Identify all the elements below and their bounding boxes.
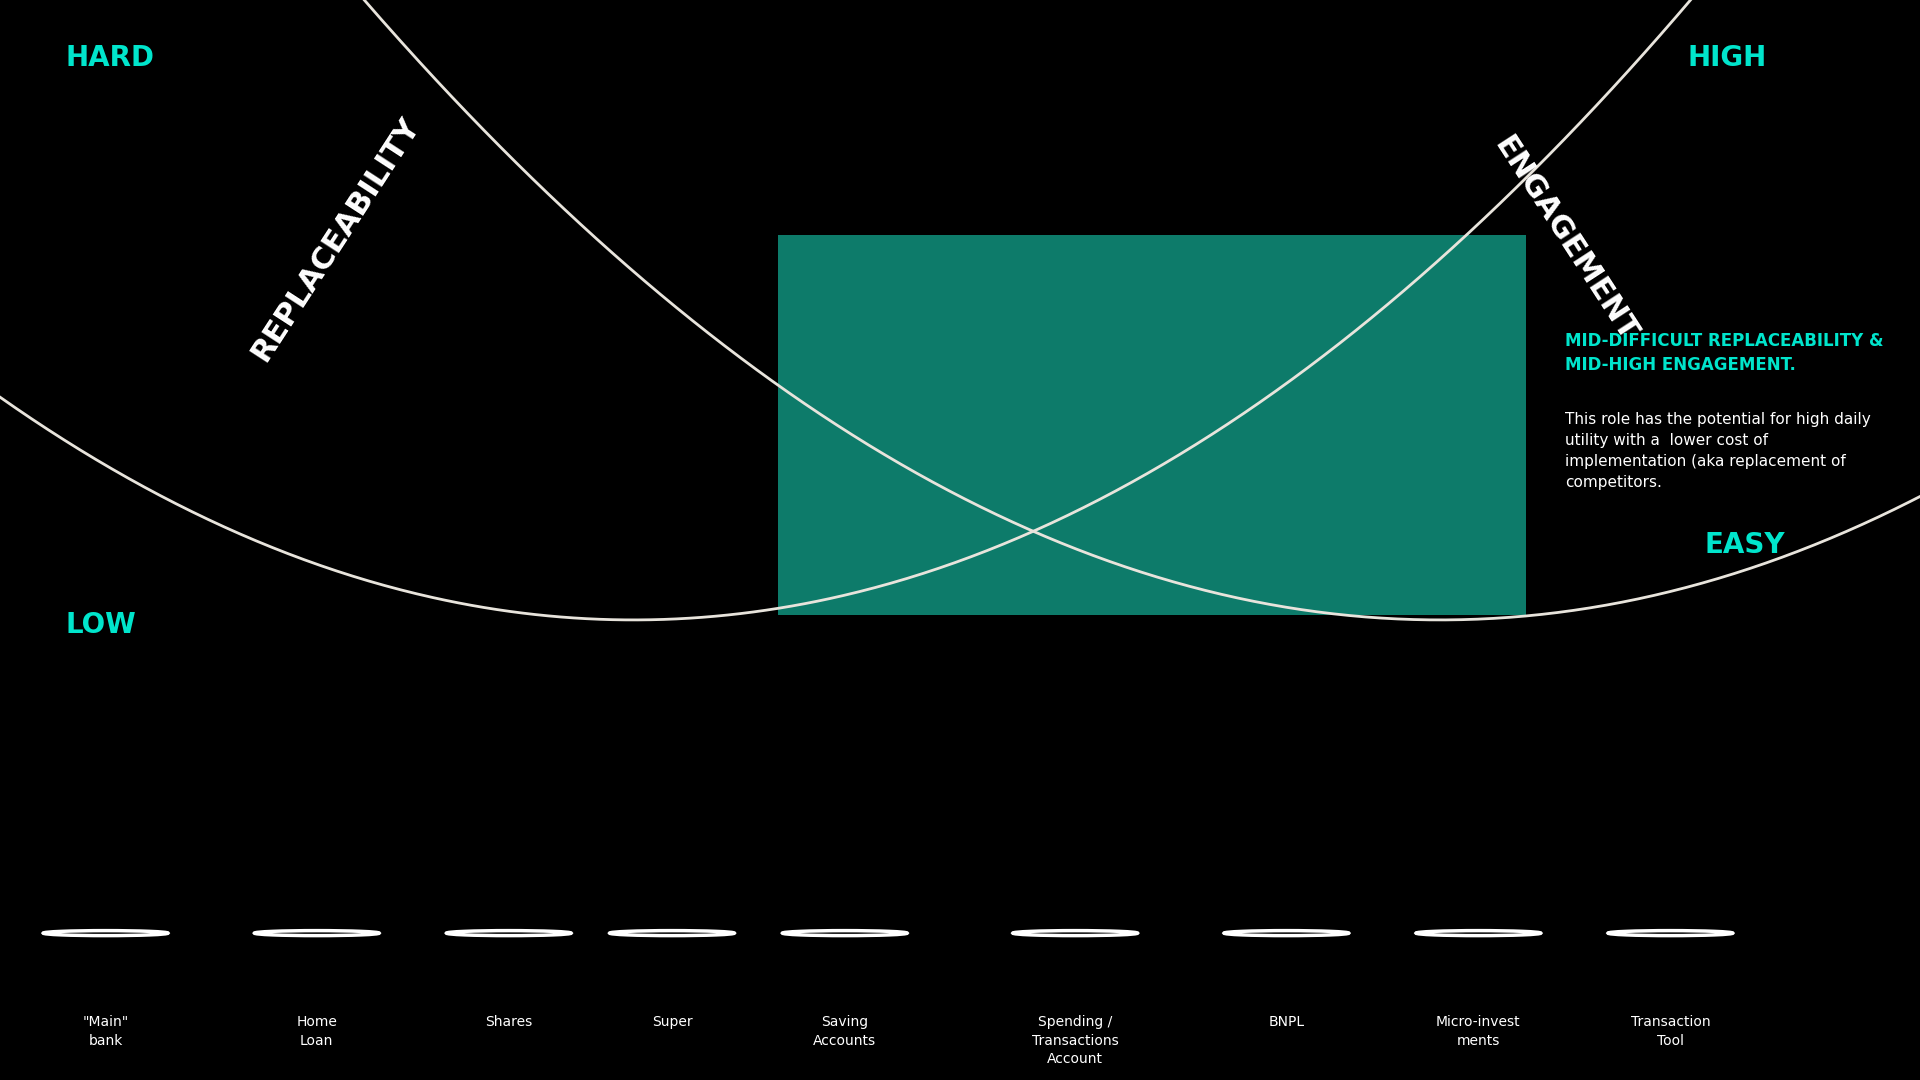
Text: MID-DIFFICULT REPLACEABILITY &
MID-HIGH ENGAGEMENT.: MID-DIFFICULT REPLACEABILITY & MID-HIGH … bbox=[1565, 333, 1884, 374]
Text: Home
Loan: Home Loan bbox=[296, 1015, 338, 1048]
Ellipse shape bbox=[1417, 931, 1542, 935]
Text: EASY: EASY bbox=[1705, 530, 1786, 558]
Ellipse shape bbox=[1225, 931, 1350, 935]
Text: HIGH: HIGH bbox=[1688, 44, 1766, 72]
Text: BNPL: BNPL bbox=[1269, 1015, 1304, 1029]
Text: Super: Super bbox=[651, 1015, 693, 1029]
Ellipse shape bbox=[1609, 931, 1734, 935]
Text: "Main"
bank: "Main" bank bbox=[83, 1015, 129, 1048]
Text: Transaction
Tool: Transaction Tool bbox=[1630, 1015, 1711, 1048]
Ellipse shape bbox=[253, 931, 380, 935]
Text: Shares: Shares bbox=[486, 1015, 532, 1029]
Text: HARD: HARD bbox=[65, 44, 154, 72]
Text: Micro-invest
ments: Micro-invest ments bbox=[1436, 1015, 1521, 1048]
Text: Saving
Accounts: Saving Accounts bbox=[814, 1015, 876, 1048]
Text: REPLACEABILITY: REPLACEABILITY bbox=[246, 112, 426, 366]
Ellipse shape bbox=[783, 931, 906, 935]
Ellipse shape bbox=[42, 931, 169, 935]
Ellipse shape bbox=[611, 931, 733, 935]
Ellipse shape bbox=[1014, 931, 1137, 935]
Ellipse shape bbox=[445, 931, 572, 935]
Bar bbox=[778, 234, 1526, 616]
Text: ENGAGEMENT: ENGAGEMENT bbox=[1488, 132, 1642, 347]
Text: LOW: LOW bbox=[65, 611, 136, 639]
Text: This role has the potential for high daily
utility with a  lower cost of
impleme: This role has the potential for high dai… bbox=[1565, 411, 1870, 490]
Text: Spending /
Transactions
Account: Spending / Transactions Account bbox=[1031, 1015, 1119, 1066]
